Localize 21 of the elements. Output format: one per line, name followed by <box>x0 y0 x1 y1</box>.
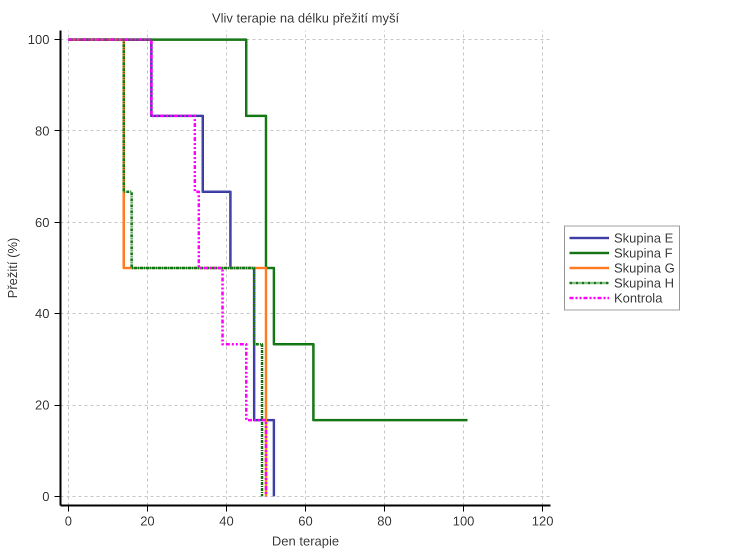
x-tick-label: 40 <box>219 514 234 528</box>
x-tick-label: 60 <box>298 514 313 528</box>
y-tick-label: 20 <box>35 398 50 413</box>
legend-label: Skupina G <box>614 260 675 275</box>
legend-label: Skupina H <box>614 275 674 290</box>
y-tick-label: 40 <box>35 306 50 322</box>
x-tick-label: 20 <box>140 514 155 528</box>
y-tick-label: 100 <box>28 32 50 48</box>
x-axis-title: Den terapie <box>272 534 340 548</box>
x-tick-label: 80 <box>377 514 392 528</box>
legend-label: Kontrola <box>614 290 662 305</box>
y-tick-label: 80 <box>35 123 50 138</box>
x-tick-label: 120 <box>532 514 554 528</box>
y-tick-label: 0 <box>42 488 50 504</box>
chart-title: Vliv terapie na délku přežití myší <box>212 10 400 26</box>
x-tick-label: 0 <box>64 514 72 528</box>
y-tick-label: 60 <box>35 214 50 230</box>
legend-label: Skupina E <box>614 230 674 245</box>
x-tick-label: 100 <box>452 514 474 528</box>
y-axis-title: Přežití (%) <box>4 238 20 298</box>
legend-label: Skupina F <box>614 245 673 260</box>
